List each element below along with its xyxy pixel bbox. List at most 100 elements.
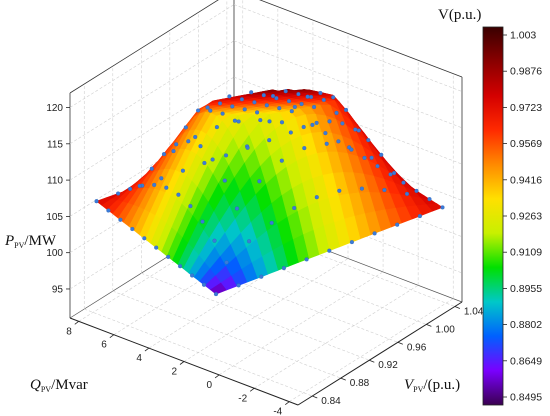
q-axis-title-sub: PV [41,385,51,394]
grid-q-floor [253,285,419,389]
sample-point [324,141,329,146]
sample-point [257,179,262,184]
sample-point [174,142,179,147]
sample-point [392,170,397,176]
v-tick-mark [369,359,375,363]
colorbar-tick-label: 0.8802 [510,319,542,331]
q-tick-label: 6 [101,340,107,351]
sample-point [288,130,293,135]
sample-point [401,180,406,185]
sample-point [252,100,257,105]
sample-point [142,236,147,241]
z-tick-label: 100 [46,248,63,259]
sample-point [171,149,176,154]
sample-point [440,205,445,210]
v-tick-label: 0.84 [321,396,341,407]
sample-point [279,158,284,163]
sample-point [414,188,419,193]
sample-point [214,125,219,130]
sample-point [299,101,304,107]
colorbar: V(p.u.) 1.003 0.9876 0.9723 0.9569 0.9416 0.9… [438,7,542,406]
z-tick-label: 120 [46,103,63,114]
sample-point [249,90,254,95]
sample-point [362,155,367,160]
v-tick-label: 0.92 [378,360,398,371]
v-tick-label: 1.00 [435,324,455,335]
sample-point [427,197,432,202]
sample-point [223,153,229,158]
q-tick-label: 8 [66,326,72,337]
colorbar-tick-label: 0.9109 [510,247,542,259]
colorbar-tick-label: 0.8955 [510,283,542,295]
q-axis-title-main: Q [30,377,41,393]
sample-point [323,131,328,136]
sample-point [327,248,332,253]
sample-point [417,214,422,219]
sample-point [247,239,252,244]
colorbar-title: V(p.u.) [438,7,481,23]
sample-point [188,204,193,209]
sample-point [349,147,354,152]
sample-point [205,105,210,110]
sample-point [359,186,364,191]
grid-z-left [69,76,235,181]
sample-point [183,125,188,130]
wall-top-right [259,0,463,78]
sample-point [274,96,279,101]
z-axis-title-sub: PV [14,241,24,250]
v-tick-label: 1.04 [464,306,484,317]
colorbar-tick-label: 1.003 [510,30,536,42]
sample-point [366,138,371,143]
sample-point [106,208,111,213]
sample-point [186,139,191,144]
sample-point [202,160,207,166]
colorbar-ticks: 1.003 0.9876 0.9723 0.9569 0.9416 0.9263 0.910… [503,30,542,404]
colorbar-tick-label: 0.8495 [510,392,542,404]
colorbar-tick-label: 0.9876 [510,66,542,78]
grid-z-right [233,40,463,129]
sample-point [277,106,282,111]
grid-z-left [69,40,235,145]
wall-top-left [69,0,219,94]
sample-point [234,206,240,211]
sample-point [340,121,345,126]
sample-point [128,186,133,191]
grid-v-floor [141,272,370,361]
sample-point [94,199,99,204]
sample-point [212,238,217,243]
q-tick-label: 2 [171,367,177,378]
v-tick-mark [340,377,346,381]
sample-point [369,155,374,160]
sample-point [154,245,159,250]
sample-point [336,139,341,144]
sample-point [289,109,294,114]
sample-point [159,176,164,181]
grid-q-floor [218,271,384,376]
z-tick-label: 105 [46,212,63,223]
sample-point [178,264,183,269]
sample-point [267,138,272,143]
sample-point [379,152,384,157]
sample-point [208,108,213,113]
sample-point [236,119,241,124]
axis-ticks: 95 100 105 110 115 120 8 6 4 2 0 -2 -4 0.84 0.88 0.92 0.… [46,103,483,416]
sample-point [130,226,135,232]
sample-point [395,222,400,227]
sample-point [201,282,207,287]
sample-point [310,122,315,127]
z-axis-title-unit: /MW [24,233,57,249]
sample-point [281,266,286,271]
sample-point [232,118,237,123]
sample-point [227,94,232,99]
v-axis-title-unit: /(p.u.) [423,377,460,393]
sample-point [193,134,198,140]
sample-point [279,120,285,125]
sample-point [318,90,323,96]
v-axis-title-main: V [404,377,415,393]
sample-point [267,119,272,124]
sample-point [314,120,319,125]
sample-point [180,168,185,173]
v-tick-mark [426,324,432,327]
v-tick-label: 0.96 [407,342,427,353]
q-tick-label: -4 [273,407,282,416]
